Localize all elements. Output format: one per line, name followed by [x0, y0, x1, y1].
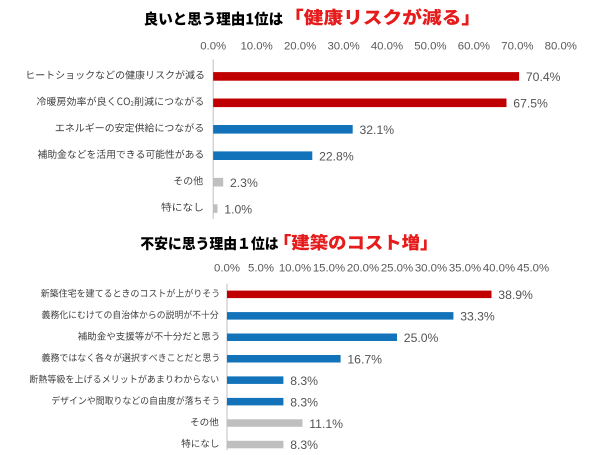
svg-text:30.0%: 30.0% — [327, 40, 359, 52]
svg-text:35.0%: 35.0% — [449, 262, 481, 274]
svg-text:50.0%: 50.0% — [414, 40, 446, 52]
svg-text:10.0%: 10.0% — [279, 262, 311, 274]
svg-text:25.0%: 25.0% — [381, 262, 413, 274]
svg-text:40.0%: 40.0% — [483, 262, 515, 274]
svg-text:2.3%: 2.3% — [230, 176, 258, 190]
svg-text:11.1%: 11.1% — [309, 417, 343, 431]
svg-text:38.9%: 38.9% — [498, 288, 533, 302]
svg-text:40.0%: 40.0% — [371, 40, 403, 52]
svg-text:30.0%: 30.0% — [415, 262, 447, 274]
svg-text:0.0%: 0.0% — [200, 40, 226, 52]
svg-text:16.7%: 16.7% — [347, 352, 382, 366]
svg-text:80.0%: 80.0% — [545, 40, 577, 52]
svg-text:8.3%: 8.3% — [290, 395, 318, 409]
svg-text:1.0%: 1.0% — [224, 202, 252, 216]
svg-text:67.5%: 67.5% — [513, 97, 548, 111]
svg-text:8.3%: 8.3% — [290, 438, 318, 450]
svg-text:0.0%: 0.0% — [214, 262, 240, 274]
svg-text:45.0%: 45.0% — [517, 262, 549, 274]
svg-text:70.0%: 70.0% — [501, 40, 533, 52]
svg-text:33.3%: 33.3% — [460, 310, 495, 324]
svg-text:22.8%: 22.8% — [319, 149, 354, 163]
svg-text:20.0%: 20.0% — [347, 262, 379, 274]
svg-text:10.0%: 10.0% — [240, 40, 272, 52]
svg-text:32.1%: 32.1% — [360, 123, 395, 137]
svg-text:25.0%: 25.0% — [404, 331, 439, 345]
svg-text:15.0%: 15.0% — [313, 262, 345, 274]
svg-text:8.3%: 8.3% — [290, 374, 318, 388]
svg-text:60.0%: 60.0% — [458, 40, 490, 52]
svg-text:20.0%: 20.0% — [284, 40, 316, 52]
svg-text:5.0%: 5.0% — [248, 262, 274, 274]
svg-text:70.4%: 70.4% — [526, 70, 561, 84]
